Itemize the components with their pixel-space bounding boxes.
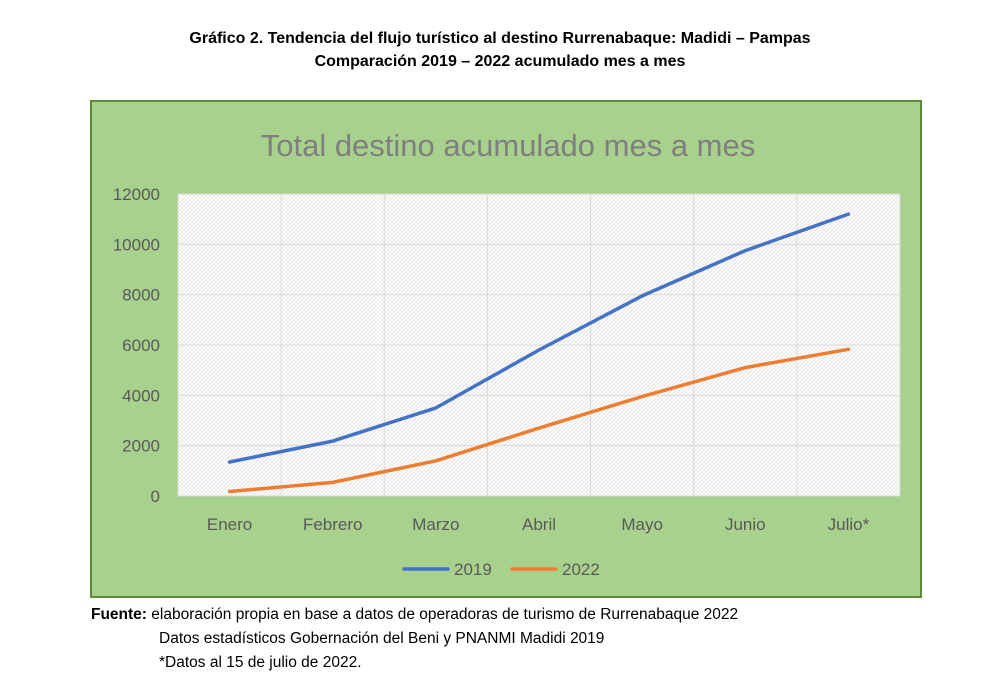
source-note: Fuente: elaboración propia en base a dat…: [91, 604, 738, 625]
source-line1: elaboración propia en base a datos de op…: [151, 606, 739, 623]
x-tick-label: Abril: [522, 515, 556, 534]
source-line3: *Datos al 15 de julio de 2022.: [159, 654, 362, 671]
x-tick-label: Julio*: [828, 515, 870, 534]
source-label: Fuente:: [91, 606, 147, 623]
y-tick-label: 0: [151, 487, 160, 506]
x-tick-label: Enero: [207, 515, 252, 534]
y-tick-label: 2000: [122, 437, 160, 456]
series-line-2019: [227, 212, 851, 464]
legend-label-2019: 2019: [454, 560, 492, 579]
chart-title: Total destino acumulado mes a mes: [261, 128, 756, 163]
x-tick-label: Junio: [725, 515, 766, 534]
chart-frame: Total destino acumulado mes a mes 0 2000 4…: [90, 100, 922, 598]
y-tick-label: 8000: [122, 286, 160, 305]
figure-caption-line1: Gráfico 2. Tendencia del flujo turístico…: [189, 30, 811, 47]
legend-label-2022: 2022: [562, 560, 600, 579]
y-tick-label: 4000: [122, 386, 160, 405]
x-tick-label: Marzo: [412, 515, 459, 534]
source-line2: Datos estadísticos Gobernación del Beni …: [159, 630, 605, 647]
y-tick-label: 10000: [113, 235, 160, 254]
y-tick-label: 12000: [113, 185, 160, 204]
series-line-2022: [227, 347, 851, 494]
x-tick-label: Mayo: [621, 515, 663, 534]
y-tick-label: 6000: [122, 336, 160, 355]
figure-caption-line2: Comparación 2019 – 2022 acumulado mes a …: [314, 53, 686, 70]
line-chart: Total destino acumulado mes a mes 0 2000 4…: [113, 128, 901, 579]
x-tick-label: Febrero: [303, 515, 363, 534]
